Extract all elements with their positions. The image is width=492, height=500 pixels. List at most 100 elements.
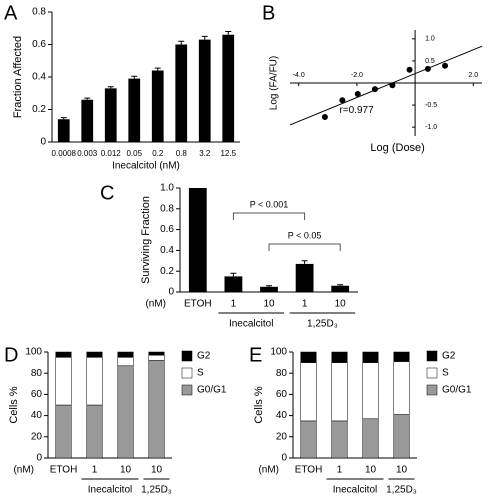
bar-segment xyxy=(148,354,165,361)
y-tick-label: -1.0 xyxy=(425,124,437,131)
group-label: 1,25D₃ xyxy=(141,485,172,496)
group-label: Inecalcitol xyxy=(229,319,273,330)
legend-swatch xyxy=(426,350,438,362)
trend-line xyxy=(289,45,483,126)
x-tick-label: 1 xyxy=(231,299,237,310)
error-bar xyxy=(266,285,272,287)
bar-segment xyxy=(393,361,410,415)
legend-label: G0/G1 xyxy=(442,385,472,396)
bar-segment xyxy=(55,351,72,358)
legend-swatch xyxy=(181,384,193,396)
point xyxy=(321,114,328,121)
bar-segment xyxy=(362,418,379,459)
y-tick-label: 100 xyxy=(270,347,287,358)
error-bar xyxy=(60,117,67,120)
legend-label: G2 xyxy=(197,351,211,362)
y-tick-label: 0.8 xyxy=(160,203,174,214)
bar xyxy=(151,70,164,142)
x-tick-label: 0.05 xyxy=(126,149,142,158)
unit-label: (nM) xyxy=(145,299,166,310)
y-tick-label: 1.0 xyxy=(425,36,435,43)
y-axis-label: Cells % xyxy=(8,386,20,424)
bar-segment xyxy=(117,351,134,358)
legend-label: G2 xyxy=(442,351,456,362)
annotation: P < 0.05 xyxy=(288,230,322,240)
error-bar xyxy=(201,35,208,40)
y-tick-label: 60 xyxy=(276,389,288,400)
error-bar xyxy=(301,260,308,264)
y-tick-label: 60 xyxy=(31,389,43,400)
group-label: 1,25D₃ xyxy=(307,319,338,330)
y-axis-label: Cells % xyxy=(253,386,265,424)
bar xyxy=(175,44,188,142)
bar-segment xyxy=(300,362,317,422)
point xyxy=(339,97,346,104)
point xyxy=(424,65,431,72)
bar-segment xyxy=(331,351,348,363)
error-bar xyxy=(107,86,114,89)
bar-segment xyxy=(362,351,379,363)
point xyxy=(371,86,378,93)
bar-segment xyxy=(148,351,165,356)
x-tick-label: 10 xyxy=(120,465,132,476)
y-tick-label: 0 xyxy=(168,287,174,298)
x-tick-label: 10 xyxy=(396,465,408,476)
bar-segment xyxy=(148,360,165,459)
x-tick-label: 0.8 xyxy=(176,149,188,158)
bar xyxy=(260,286,278,292)
x-tick-label: 10 xyxy=(151,465,163,476)
y-tick-label: 100 xyxy=(25,347,42,358)
x-tick-label: ETOH xyxy=(50,465,78,476)
bar-segment xyxy=(362,362,379,420)
bar-segment xyxy=(393,414,410,459)
bar-segment xyxy=(331,362,348,422)
legend-swatch xyxy=(426,367,438,379)
x-tick-label: 1 xyxy=(92,465,98,476)
legend-swatch xyxy=(181,350,193,362)
y-tick-label: 0 xyxy=(40,137,46,148)
y-tick-label: 0.6 xyxy=(160,224,174,235)
bar xyxy=(331,285,350,292)
y-tick-label: 20 xyxy=(31,431,43,442)
panel-letter: A xyxy=(4,2,18,24)
annotation: r=0.977 xyxy=(339,105,374,116)
legend-label: S xyxy=(442,368,449,379)
y-tick-label: 0.6 xyxy=(32,39,46,50)
x-tick-label: 10 xyxy=(335,299,347,310)
bar-segment xyxy=(331,420,348,459)
x-tick-label: ETOH xyxy=(184,299,212,310)
bar xyxy=(104,88,117,142)
x-tick-label: 0.0008 xyxy=(52,149,77,158)
y-tick-label: 40 xyxy=(31,410,43,421)
y-tick-label: 20 xyxy=(276,431,288,442)
bar xyxy=(81,99,94,142)
x-tick-label: 0.2 xyxy=(152,149,164,158)
error-bar xyxy=(230,272,237,277)
bracket xyxy=(268,243,341,251)
bar xyxy=(222,34,235,142)
y-axis-label: Surviving Fraction xyxy=(140,196,152,284)
panel-letter: D xyxy=(4,344,18,366)
x-tick-label: 3.2 xyxy=(199,149,211,158)
error-bar xyxy=(178,40,185,45)
x-tick-label: 10 xyxy=(263,299,275,310)
x-axis-label: Inecalcitol (nM) xyxy=(112,161,180,172)
bar-segment xyxy=(393,351,410,362)
y-tick-label: 0.4 xyxy=(160,245,174,256)
y-tick-label: 0 xyxy=(281,453,287,464)
bar-segment xyxy=(117,365,134,459)
x-tick-label: -4.0 xyxy=(293,72,305,79)
error-bar xyxy=(337,284,344,286)
bar-segment xyxy=(86,351,103,358)
legend-swatch xyxy=(181,367,193,379)
bar xyxy=(57,119,70,142)
panel-letter: C xyxy=(100,182,114,204)
legend-swatch xyxy=(426,384,438,396)
bar xyxy=(224,276,243,292)
unit-label: (nM) xyxy=(13,465,34,476)
bar-segment xyxy=(55,357,72,406)
x-tick-label: 1 xyxy=(337,465,343,476)
error-bar xyxy=(131,75,138,79)
x-tick-label: 10 xyxy=(365,465,377,476)
